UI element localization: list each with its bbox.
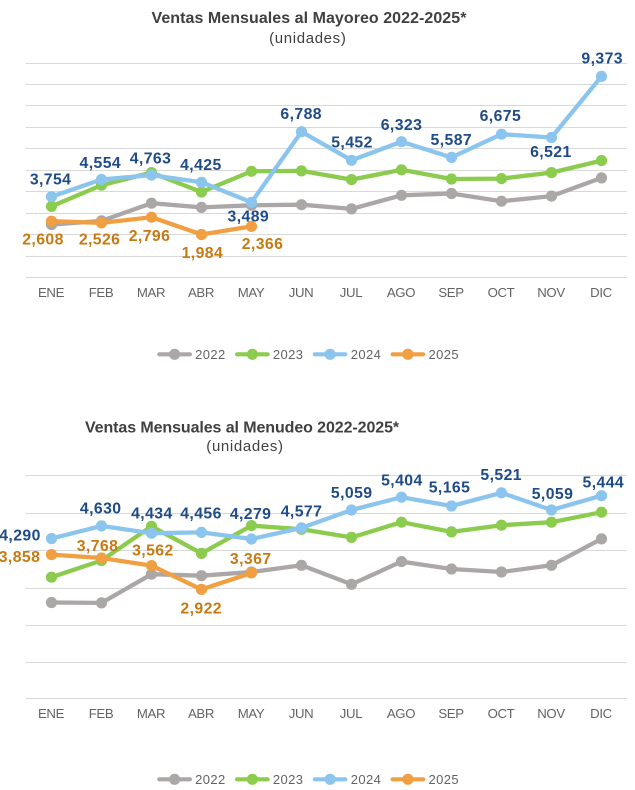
- svg-text:JUN: JUN: [289, 706, 314, 721]
- svg-text:4,630: 4,630: [80, 501, 122, 518]
- svg-text:5,165: 5,165: [429, 480, 471, 497]
- svg-text:2024: 2024: [351, 772, 382, 787]
- svg-text:2025: 2025: [429, 772, 460, 787]
- svg-text:3,489: 3,489: [228, 208, 270, 225]
- svg-text:MAY: MAY: [238, 285, 265, 300]
- svg-text:2,366: 2,366: [242, 236, 284, 253]
- svg-text:ENE: ENE: [38, 285, 65, 300]
- svg-text:5,587: 5,587: [431, 132, 473, 149]
- svg-text:3,562: 3,562: [132, 543, 174, 560]
- svg-text:2,526: 2,526: [79, 232, 121, 249]
- svg-text:3,367: 3,367: [230, 551, 272, 568]
- svg-text:JUL: JUL: [340, 706, 362, 721]
- svg-text:4,425: 4,425: [180, 157, 222, 174]
- svg-text:NOV: NOV: [537, 706, 565, 721]
- svg-text:ABR: ABR: [188, 285, 214, 300]
- svg-text:6,675: 6,675: [480, 108, 522, 125]
- svg-text:MAR: MAR: [137, 285, 165, 300]
- svg-text:MAY: MAY: [238, 706, 265, 721]
- svg-text:2,922: 2,922: [180, 601, 222, 618]
- svg-text:MAR: MAR: [137, 706, 165, 721]
- svg-text:4,434: 4,434: [131, 505, 173, 522]
- svg-text:4,456: 4,456: [180, 505, 222, 522]
- svg-text:(unidades): (unidades): [206, 438, 283, 455]
- svg-text:JUN: JUN: [289, 285, 314, 300]
- svg-text:ENE: ENE: [38, 706, 65, 721]
- svg-text:4,763: 4,763: [130, 151, 172, 168]
- svg-text:4,554: 4,554: [80, 155, 122, 172]
- svg-text:DIC: DIC: [590, 285, 612, 300]
- svg-text:5,404: 5,404: [381, 473, 423, 490]
- svg-text:2023: 2023: [273, 772, 304, 787]
- svg-text:2,608: 2,608: [22, 232, 64, 249]
- svg-text:3,754: 3,754: [30, 171, 72, 188]
- svg-text:2022: 2022: [195, 772, 226, 787]
- svg-text:SEP: SEP: [438, 285, 464, 300]
- svg-text:(unidades): (unidades): [269, 30, 346, 47]
- svg-text:5,521: 5,521: [480, 467, 522, 484]
- svg-text:FEB: FEB: [89, 285, 114, 300]
- svg-text:OCT: OCT: [488, 706, 515, 721]
- svg-text:3,858: 3,858: [0, 549, 40, 566]
- svg-text:OCT: OCT: [488, 285, 515, 300]
- svg-text:9,373: 9,373: [581, 51, 623, 68]
- svg-text:AGO: AGO: [387, 706, 415, 721]
- svg-text:2025: 2025: [429, 347, 460, 362]
- svg-text:FEB: FEB: [89, 706, 114, 721]
- svg-text:6,323: 6,323: [381, 117, 423, 134]
- svg-text:AGO: AGO: [387, 285, 415, 300]
- svg-text:2022: 2022: [195, 347, 226, 362]
- svg-text:5,452: 5,452: [331, 135, 373, 152]
- svg-text:2024: 2024: [351, 347, 382, 362]
- svg-text:6,521: 6,521: [530, 144, 572, 161]
- svg-text:JUL: JUL: [340, 285, 362, 300]
- svg-text:4,577: 4,577: [281, 504, 323, 521]
- svg-text:1,984: 1,984: [182, 245, 224, 262]
- svg-text:SEP: SEP: [438, 706, 464, 721]
- svg-text:NOV: NOV: [537, 285, 565, 300]
- svg-text:3,768: 3,768: [77, 538, 119, 555]
- svg-text:4,279: 4,279: [230, 506, 272, 523]
- svg-text:2023: 2023: [273, 347, 304, 362]
- svg-text:4,290: 4,290: [0, 528, 41, 545]
- svg-text:5,059: 5,059: [532, 486, 574, 503]
- svg-text:6,788: 6,788: [280, 106, 322, 123]
- svg-text:Ventas Mensuales al Menudeo 20: Ventas Mensuales al Menudeo 2022-2025*: [85, 419, 400, 436]
- svg-text:ABR: ABR: [188, 706, 214, 721]
- svg-text:DIC: DIC: [590, 706, 612, 721]
- svg-text:2,796: 2,796: [129, 228, 171, 245]
- svg-text:Ventas Mensuales al Mayoreo 20: Ventas Mensuales al Mayoreo 2022-2025*: [152, 10, 468, 27]
- svg-text:5,444: 5,444: [583, 474, 625, 491]
- svg-text:5,059: 5,059: [331, 485, 373, 502]
